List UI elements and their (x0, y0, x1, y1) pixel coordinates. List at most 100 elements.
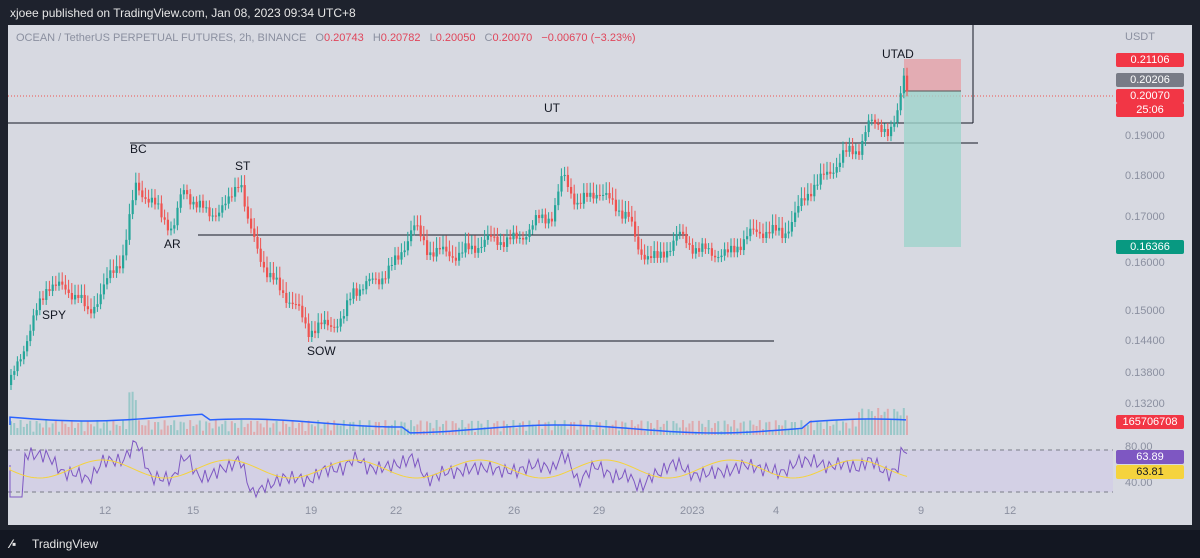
volume-bar (70, 420, 73, 435)
volume-bar (339, 425, 342, 435)
candle-body (733, 245, 736, 253)
chart-panel[interactable]: OCEAN / TetherUS PERPETUAL FUTURES, 2h, … (8, 25, 1192, 525)
price-tick: 0.19000 (1125, 130, 1165, 142)
volume-bar (483, 427, 486, 435)
candle-body (682, 231, 685, 234)
volume-bar (77, 423, 80, 435)
candle-body (525, 237, 528, 240)
candle-body (470, 245, 473, 250)
candle-body (605, 192, 608, 195)
candle-body (330, 325, 333, 327)
candle-body (234, 186, 237, 197)
candle-body (547, 218, 550, 224)
candle-body (845, 150, 848, 152)
candle-body (307, 323, 310, 338)
candle-body (381, 278, 384, 285)
volume-bar (435, 420, 438, 435)
time-tick: 4 (773, 505, 780, 517)
candle-body (118, 266, 121, 269)
volume-bar (854, 426, 857, 435)
volume-bar (816, 421, 819, 435)
candle-body (685, 233, 688, 244)
candle-body (838, 162, 841, 168)
volume-bar (896, 411, 899, 435)
candle-body (365, 281, 368, 290)
candle-body (611, 198, 614, 200)
volume-bar (182, 422, 185, 435)
volume-bar (454, 423, 457, 435)
volume-bar (877, 408, 880, 435)
volume-bar (758, 420, 761, 435)
candle-body (314, 330, 317, 334)
candle-body (765, 231, 768, 239)
last-price-tag: 0.20070 (1116, 89, 1184, 103)
volume-bar (80, 421, 83, 435)
candle-body (464, 243, 467, 253)
candle-body (237, 186, 240, 188)
volume-bar (576, 429, 579, 435)
price-axis[interactable]: USDT 0.19000 0.18000 0.17000 0.16000 0.1… (1113, 25, 1192, 525)
candle-body (266, 267, 269, 278)
brand-name[interactable]: TradingView (32, 537, 99, 551)
close-label: C (484, 32, 493, 44)
candle-body (598, 194, 601, 196)
volume-bar (397, 430, 400, 435)
candle-body (627, 211, 630, 217)
candle-body (221, 205, 224, 213)
candle-body (58, 281, 61, 286)
candle-body (358, 289, 361, 296)
volume-bar (378, 422, 380, 435)
volume-bar (784, 420, 787, 435)
volume-bar (426, 421, 428, 435)
volume-bar (51, 423, 54, 435)
candle-body (48, 289, 51, 292)
volume-bar (525, 430, 528, 435)
volume-bar (256, 420, 259, 435)
candle-body (154, 197, 157, 205)
candle-body (243, 185, 246, 207)
price-tick: 0.17000 (1125, 211, 1165, 223)
annotation-spy: SPY (42, 308, 67, 322)
candle-body (755, 229, 758, 232)
volume-bar (333, 420, 336, 435)
candle-body (832, 172, 835, 174)
candle-body (355, 288, 358, 296)
volume-bar (458, 427, 460, 435)
volume-bar (186, 428, 188, 435)
volume-bar (224, 420, 227, 435)
volume-bar (890, 419, 892, 435)
volume-bar (867, 409, 870, 435)
candle-body (90, 309, 93, 314)
volume-bar (678, 427, 681, 435)
price-chart[interactable] (8, 25, 1192, 525)
tradingview-logo-icon[interactable]: ⁄▪ (10, 537, 17, 551)
candle-body (554, 205, 557, 222)
candle-body (544, 214, 547, 224)
candle-body (534, 215, 537, 226)
time-axis[interactable]: 12 15 19 22 26 29 2023 4 9 12 (8, 505, 1108, 521)
candle-body (67, 289, 70, 294)
candle-body (902, 75, 905, 94)
volume-bar (86, 420, 89, 435)
volume-bar (310, 424, 313, 435)
target-bottom-tag: 0.16366 (1116, 240, 1184, 254)
candle-body (669, 250, 672, 252)
volume-bar (650, 422, 652, 435)
candle-body (253, 228, 256, 237)
volume-bar (128, 392, 131, 435)
volume-bar (822, 428, 825, 435)
volume-bar (717, 421, 720, 435)
volume-bar (336, 424, 339, 435)
annotation-ut: UT (544, 101, 560, 115)
price-tick: 0.18000 (1125, 170, 1165, 182)
candle-body (77, 294, 80, 299)
candle-body (883, 128, 886, 133)
candle-body (502, 242, 505, 247)
volume-bar (301, 421, 304, 435)
candle-body (896, 110, 899, 123)
candle-body (150, 197, 153, 203)
volume-bar (848, 428, 851, 435)
volume-bar (541, 428, 544, 435)
candle-body (717, 257, 720, 259)
volume-bar (880, 415, 883, 435)
